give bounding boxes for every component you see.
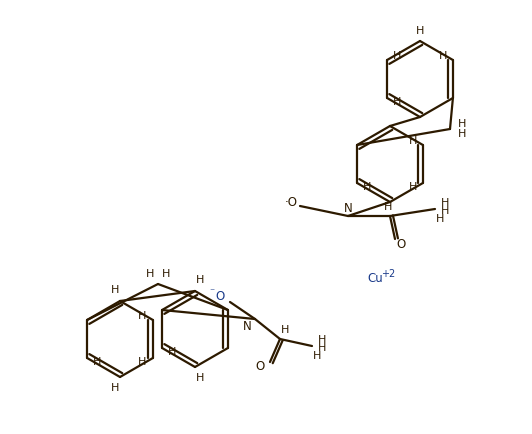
Text: O: O xyxy=(255,361,264,374)
Text: H: H xyxy=(196,275,204,285)
Text: ·O: ·O xyxy=(285,195,297,208)
Text: H: H xyxy=(363,182,371,192)
Text: H: H xyxy=(168,347,176,357)
Text: H: H xyxy=(146,269,154,279)
Text: O: O xyxy=(215,290,225,303)
Text: H: H xyxy=(196,373,204,383)
Text: Cu: Cu xyxy=(367,273,383,286)
Text: H: H xyxy=(138,311,146,321)
Text: H: H xyxy=(111,383,119,393)
Text: N: N xyxy=(243,320,252,333)
Text: H: H xyxy=(409,182,417,192)
Text: H: H xyxy=(458,129,466,139)
Text: H: H xyxy=(162,269,170,279)
Text: H: H xyxy=(393,51,401,61)
Text: H: H xyxy=(384,202,392,212)
Text: H: H xyxy=(409,136,417,146)
Text: H: H xyxy=(416,26,424,36)
Text: H: H xyxy=(93,357,101,367)
Text: H: H xyxy=(313,351,321,361)
Text: H: H xyxy=(439,51,447,61)
Text: +2: +2 xyxy=(381,269,395,279)
Text: O: O xyxy=(396,239,405,251)
Text: H: H xyxy=(441,198,449,208)
Text: N: N xyxy=(344,203,352,216)
Text: H: H xyxy=(393,97,401,107)
Text: H: H xyxy=(458,119,466,129)
Text: H: H xyxy=(436,214,444,224)
Text: H: H xyxy=(138,357,146,367)
Text: H: H xyxy=(111,285,119,295)
Text: H: H xyxy=(318,335,326,345)
Text: H: H xyxy=(441,206,449,216)
Text: H: H xyxy=(318,343,326,353)
Text: H: H xyxy=(281,325,289,335)
Text: ⁻: ⁻ xyxy=(210,287,214,297)
